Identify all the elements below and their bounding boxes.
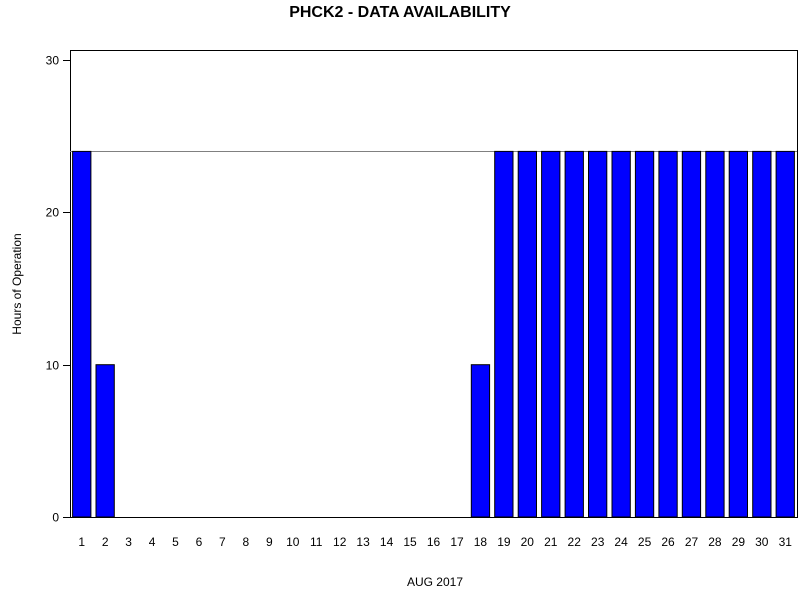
- bar-day-30: [752, 150, 772, 518]
- x-tick-label-12: 12: [333, 535, 347, 549]
- y-tick-label-10: 10: [46, 359, 60, 373]
- x-tick-label-5: 5: [172, 535, 179, 549]
- x-tick-label-24: 24: [614, 535, 628, 549]
- bar-day-23: [588, 150, 608, 518]
- bar-day-1: [72, 150, 92, 518]
- bar-day-24: [611, 150, 631, 518]
- x-tick-label-29: 29: [732, 535, 746, 549]
- x-tick-label-10: 10: [286, 535, 300, 549]
- x-tick-label-22: 22: [568, 535, 582, 549]
- x-tick-label-14: 14: [380, 535, 394, 549]
- x-axis-label: AUG 2017: [407, 575, 463, 589]
- x-tick-label-13: 13: [356, 535, 370, 549]
- x-tick-label-4: 4: [149, 535, 156, 549]
- bar-day-31: [775, 150, 795, 518]
- x-tick-label-30: 30: [755, 535, 769, 549]
- x-tick-label-11: 11: [310, 535, 323, 549]
- x-tick-label-21: 21: [544, 535, 558, 549]
- x-tick-label-16: 16: [427, 535, 441, 549]
- x-tick-label-8: 8: [243, 535, 250, 549]
- bar-day-26: [658, 150, 678, 518]
- y-axis: 0 10 20 30: [46, 54, 70, 525]
- x-tick-label-19: 19: [497, 535, 511, 549]
- y-axis-label: Hours of Operation: [10, 233, 24, 334]
- y-tick-label-30: 30: [46, 54, 60, 68]
- x-tick-label-7: 7: [219, 535, 226, 549]
- bar-day-27: [681, 150, 702, 518]
- x-tick-label-23: 23: [591, 535, 605, 549]
- x-tick-label-17: 17: [450, 535, 464, 549]
- bar-day-25: [634, 150, 655, 518]
- bar-day-19: [494, 150, 514, 518]
- x-tick-label-25: 25: [638, 535, 652, 549]
- bar-series: [72, 150, 795, 518]
- x-tick-label-9: 9: [266, 535, 273, 549]
- x-tick-label-28: 28: [708, 535, 722, 549]
- x-tick-label-31: 31: [779, 535, 793, 549]
- x-tick-label-27: 27: [685, 535, 699, 549]
- x-tick-label-3: 3: [125, 535, 132, 549]
- bar-day-18: [470, 364, 491, 518]
- x-axis: 1 2 3 4 5 6 7 8 9 10 11 12 13 14 15 16 17 18 19 20 21 22 23 24 2…: [78, 535, 792, 549]
- bar-day-22: [564, 150, 584, 518]
- bar-day-21: [541, 150, 561, 518]
- bar-day-29: [728, 150, 749, 518]
- bar-day-28: [705, 150, 725, 518]
- bar-day-2: [95, 364, 115, 518]
- bar-day-20: [517, 150, 538, 518]
- y-tick-label-0: 0: [52, 511, 59, 525]
- x-tick-label-20: 20: [521, 535, 535, 549]
- x-tick-label-2: 2: [102, 535, 109, 549]
- x-tick-label-15: 15: [403, 535, 417, 549]
- x-tick-label-26: 26: [661, 535, 675, 549]
- chart-title: PHCK2 - DATA AVAILABILITY: [289, 4, 511, 21]
- x-tick-label-6: 6: [196, 535, 203, 549]
- y-tick-label-20: 20: [46, 206, 60, 220]
- x-tick-label-18: 18: [474, 535, 488, 549]
- x-tick-label-1: 1: [78, 535, 85, 549]
